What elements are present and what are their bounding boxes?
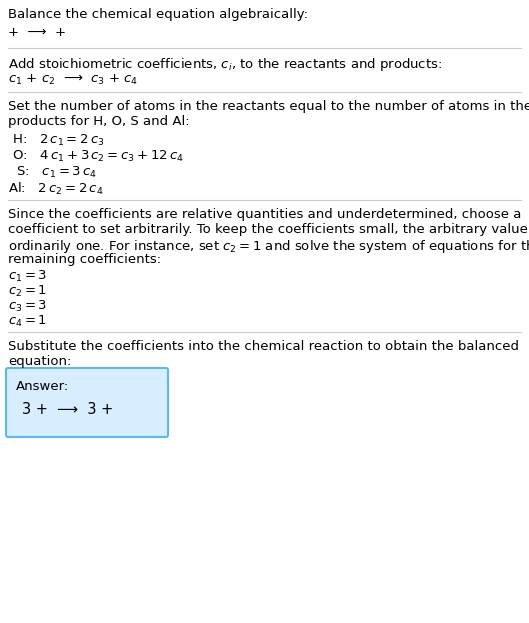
Text: ordinarily one. For instance, set $c_2 = 1$ and solve the system of equations fo: ordinarily one. For instance, set $c_2 =… bbox=[8, 238, 529, 255]
Text: H:   $2\,c_1 = 2\,c_3$: H: $2\,c_1 = 2\,c_3$ bbox=[8, 133, 105, 148]
Text: 3 +  ⟶  3 +: 3 + ⟶ 3 + bbox=[22, 402, 113, 417]
Text: Add stoichiometric coefficients, $c_i$, to the reactants and products:: Add stoichiometric coefficients, $c_i$, … bbox=[8, 56, 442, 73]
Text: +  ⟶  +: + ⟶ + bbox=[8, 26, 66, 39]
Text: Set the number of atoms in the reactants equal to the number of atoms in the: Set the number of atoms in the reactants… bbox=[8, 100, 529, 113]
Text: O:   $4\,c_1 + 3\,c_2 = c_3 + 12\,c_4$: O: $4\,c_1 + 3\,c_2 = c_3 + 12\,c_4$ bbox=[8, 149, 184, 164]
Text: Since the coefficients are relative quantities and underdetermined, choose a: Since the coefficients are relative quan… bbox=[8, 208, 522, 221]
Text: Substitute the coefficients into the chemical reaction to obtain the balanced: Substitute the coefficients into the che… bbox=[8, 340, 519, 353]
Text: Al:   $2\,c_2 = 2\,c_4$: Al: $2\,c_2 = 2\,c_4$ bbox=[8, 181, 104, 197]
Text: $c_3 = 3$: $c_3 = 3$ bbox=[8, 299, 47, 314]
Text: Balance the chemical equation algebraically:: Balance the chemical equation algebraica… bbox=[8, 8, 308, 21]
Text: S:   $c_1 = 3\,c_4$: S: $c_1 = 3\,c_4$ bbox=[8, 165, 97, 180]
Text: remaining coefficients:: remaining coefficients: bbox=[8, 253, 161, 266]
Text: products for H, O, S and Al:: products for H, O, S and Al: bbox=[8, 115, 189, 128]
Text: Answer:: Answer: bbox=[16, 380, 69, 393]
Text: $c_2 = 1$: $c_2 = 1$ bbox=[8, 284, 47, 299]
Text: $c_1 = 3$: $c_1 = 3$ bbox=[8, 269, 47, 284]
Text: coefficient to set arbitrarily. To keep the coefficients small, the arbitrary va: coefficient to set arbitrarily. To keep … bbox=[8, 223, 529, 236]
FancyBboxPatch shape bbox=[6, 368, 168, 437]
Text: equation:: equation: bbox=[8, 355, 71, 368]
Text: $c_1$ + $c_2$  ⟶  $c_3$ + $c_4$: $c_1$ + $c_2$ ⟶ $c_3$ + $c_4$ bbox=[8, 73, 138, 87]
Text: $c_4 = 1$: $c_4 = 1$ bbox=[8, 314, 47, 329]
